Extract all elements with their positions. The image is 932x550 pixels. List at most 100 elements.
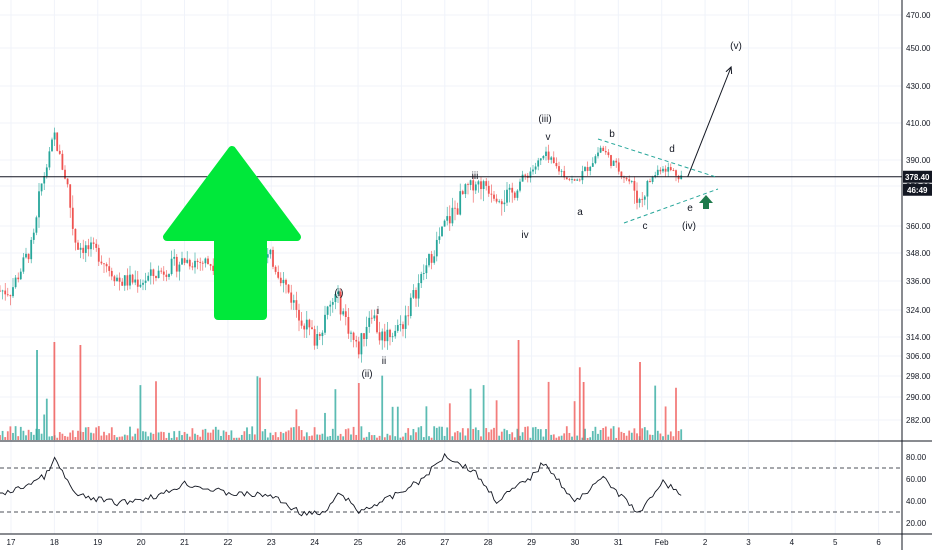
candle-body bbox=[638, 198, 641, 203]
candle-body bbox=[183, 258, 186, 263]
volume-bar bbox=[235, 437, 238, 440]
candle-body bbox=[552, 157, 555, 164]
time-tick-label: 21 bbox=[180, 538, 189, 547]
volume-bar bbox=[165, 437, 168, 440]
candle-body bbox=[144, 280, 147, 283]
volume-bar bbox=[331, 428, 334, 440]
candle-body bbox=[269, 249, 272, 255]
candle-body bbox=[342, 311, 345, 315]
volume-bar bbox=[318, 434, 321, 440]
candle-body bbox=[113, 276, 116, 282]
volume-bar bbox=[233, 437, 235, 440]
volume-bar bbox=[339, 433, 342, 440]
volume-spike bbox=[53, 342, 56, 440]
candle-body bbox=[165, 274, 168, 277]
candle-body bbox=[162, 271, 165, 275]
candle-body bbox=[589, 166, 592, 171]
time-tick-label: 25 bbox=[354, 538, 363, 547]
candle-body bbox=[298, 309, 300, 321]
candle-body bbox=[329, 304, 332, 307]
candle-body bbox=[386, 329, 389, 342]
candle-body bbox=[680, 175, 683, 180]
volume-bar bbox=[659, 433, 662, 440]
candle-body bbox=[498, 201, 501, 203]
volume-bar bbox=[584, 428, 586, 440]
candle-body bbox=[584, 167, 586, 172]
candle-body bbox=[32, 232, 35, 240]
candle-body bbox=[667, 167, 670, 172]
price-tick-label: 450.00 bbox=[906, 44, 931, 53]
volume-bar bbox=[680, 429, 683, 440]
candle-body bbox=[417, 283, 420, 299]
volume-bar bbox=[537, 429, 540, 440]
candle-body bbox=[586, 167, 589, 171]
volume-bar bbox=[329, 435, 332, 440]
volume-bar bbox=[422, 437, 425, 440]
volume-bar bbox=[524, 426, 527, 440]
volume-bar bbox=[506, 430, 508, 440]
volume-bar bbox=[454, 432, 456, 440]
candle-body bbox=[500, 201, 503, 205]
big-green-up-arrow bbox=[163, 146, 301, 320]
volume-bar bbox=[142, 431, 144, 440]
candle-body bbox=[108, 266, 111, 271]
volume-bar bbox=[581, 437, 584, 440]
price-tick-label: 298.00 bbox=[906, 372, 931, 381]
candle-body bbox=[339, 291, 342, 315]
candle-body bbox=[303, 325, 306, 330]
candle-body bbox=[368, 317, 371, 327]
volume-bar bbox=[428, 436, 430, 440]
time-tick-label: 31 bbox=[614, 538, 623, 547]
candle-body bbox=[399, 324, 402, 326]
candle-body bbox=[142, 282, 144, 285]
volume-bar bbox=[321, 433, 324, 440]
candle-body bbox=[160, 270, 163, 272]
volume-bar bbox=[155, 381, 157, 440]
countdown-badge bbox=[903, 183, 932, 196]
volume-bar bbox=[191, 428, 194, 440]
candle-body bbox=[35, 217, 38, 233]
candle-body bbox=[352, 332, 355, 340]
candle-body bbox=[103, 263, 105, 265]
price-tick-label: 360.00 bbox=[906, 222, 931, 231]
time-tick-label: 6 bbox=[876, 538, 881, 547]
volume-bar bbox=[238, 437, 241, 440]
candle-body bbox=[563, 170, 566, 178]
candle-body bbox=[636, 190, 638, 203]
volume-bar bbox=[178, 430, 181, 440]
candle-body bbox=[659, 169, 662, 172]
volume-bar bbox=[194, 433, 196, 440]
volume-bar bbox=[144, 431, 147, 440]
volume-bar bbox=[565, 426, 568, 440]
candle-body bbox=[129, 274, 131, 286]
time-tick-label: 17 bbox=[7, 538, 16, 547]
candle-body bbox=[173, 256, 176, 259]
volume-bar bbox=[391, 406, 394, 440]
volume-bar bbox=[58, 432, 61, 440]
candle-body bbox=[529, 171, 532, 178]
volume-bar bbox=[240, 434, 243, 440]
volume-bar bbox=[383, 437, 386, 440]
volume-bar bbox=[92, 433, 95, 440]
volume-bar bbox=[279, 431, 282, 440]
candle-body bbox=[285, 279, 287, 285]
candlesticks bbox=[0, 127, 683, 363]
volume-bar bbox=[61, 433, 64, 440]
volume-bar bbox=[251, 426, 254, 440]
volume-bar bbox=[625, 435, 628, 440]
time-tick-label: 29 bbox=[527, 538, 536, 547]
volume-bar bbox=[201, 429, 204, 440]
candle-body bbox=[459, 191, 462, 215]
volume-bar bbox=[313, 427, 316, 440]
candle-body bbox=[313, 329, 316, 346]
wave-label: (ii) bbox=[361, 369, 372, 380]
volume-bar bbox=[204, 428, 207, 440]
candle-body bbox=[469, 180, 472, 185]
volume-bar bbox=[90, 432, 92, 440]
volume-bar bbox=[415, 432, 417, 440]
volume-bar bbox=[389, 435, 391, 440]
volume-bar bbox=[409, 435, 412, 440]
volume-bar bbox=[630, 432, 633, 440]
volume-bar bbox=[282, 433, 285, 440]
